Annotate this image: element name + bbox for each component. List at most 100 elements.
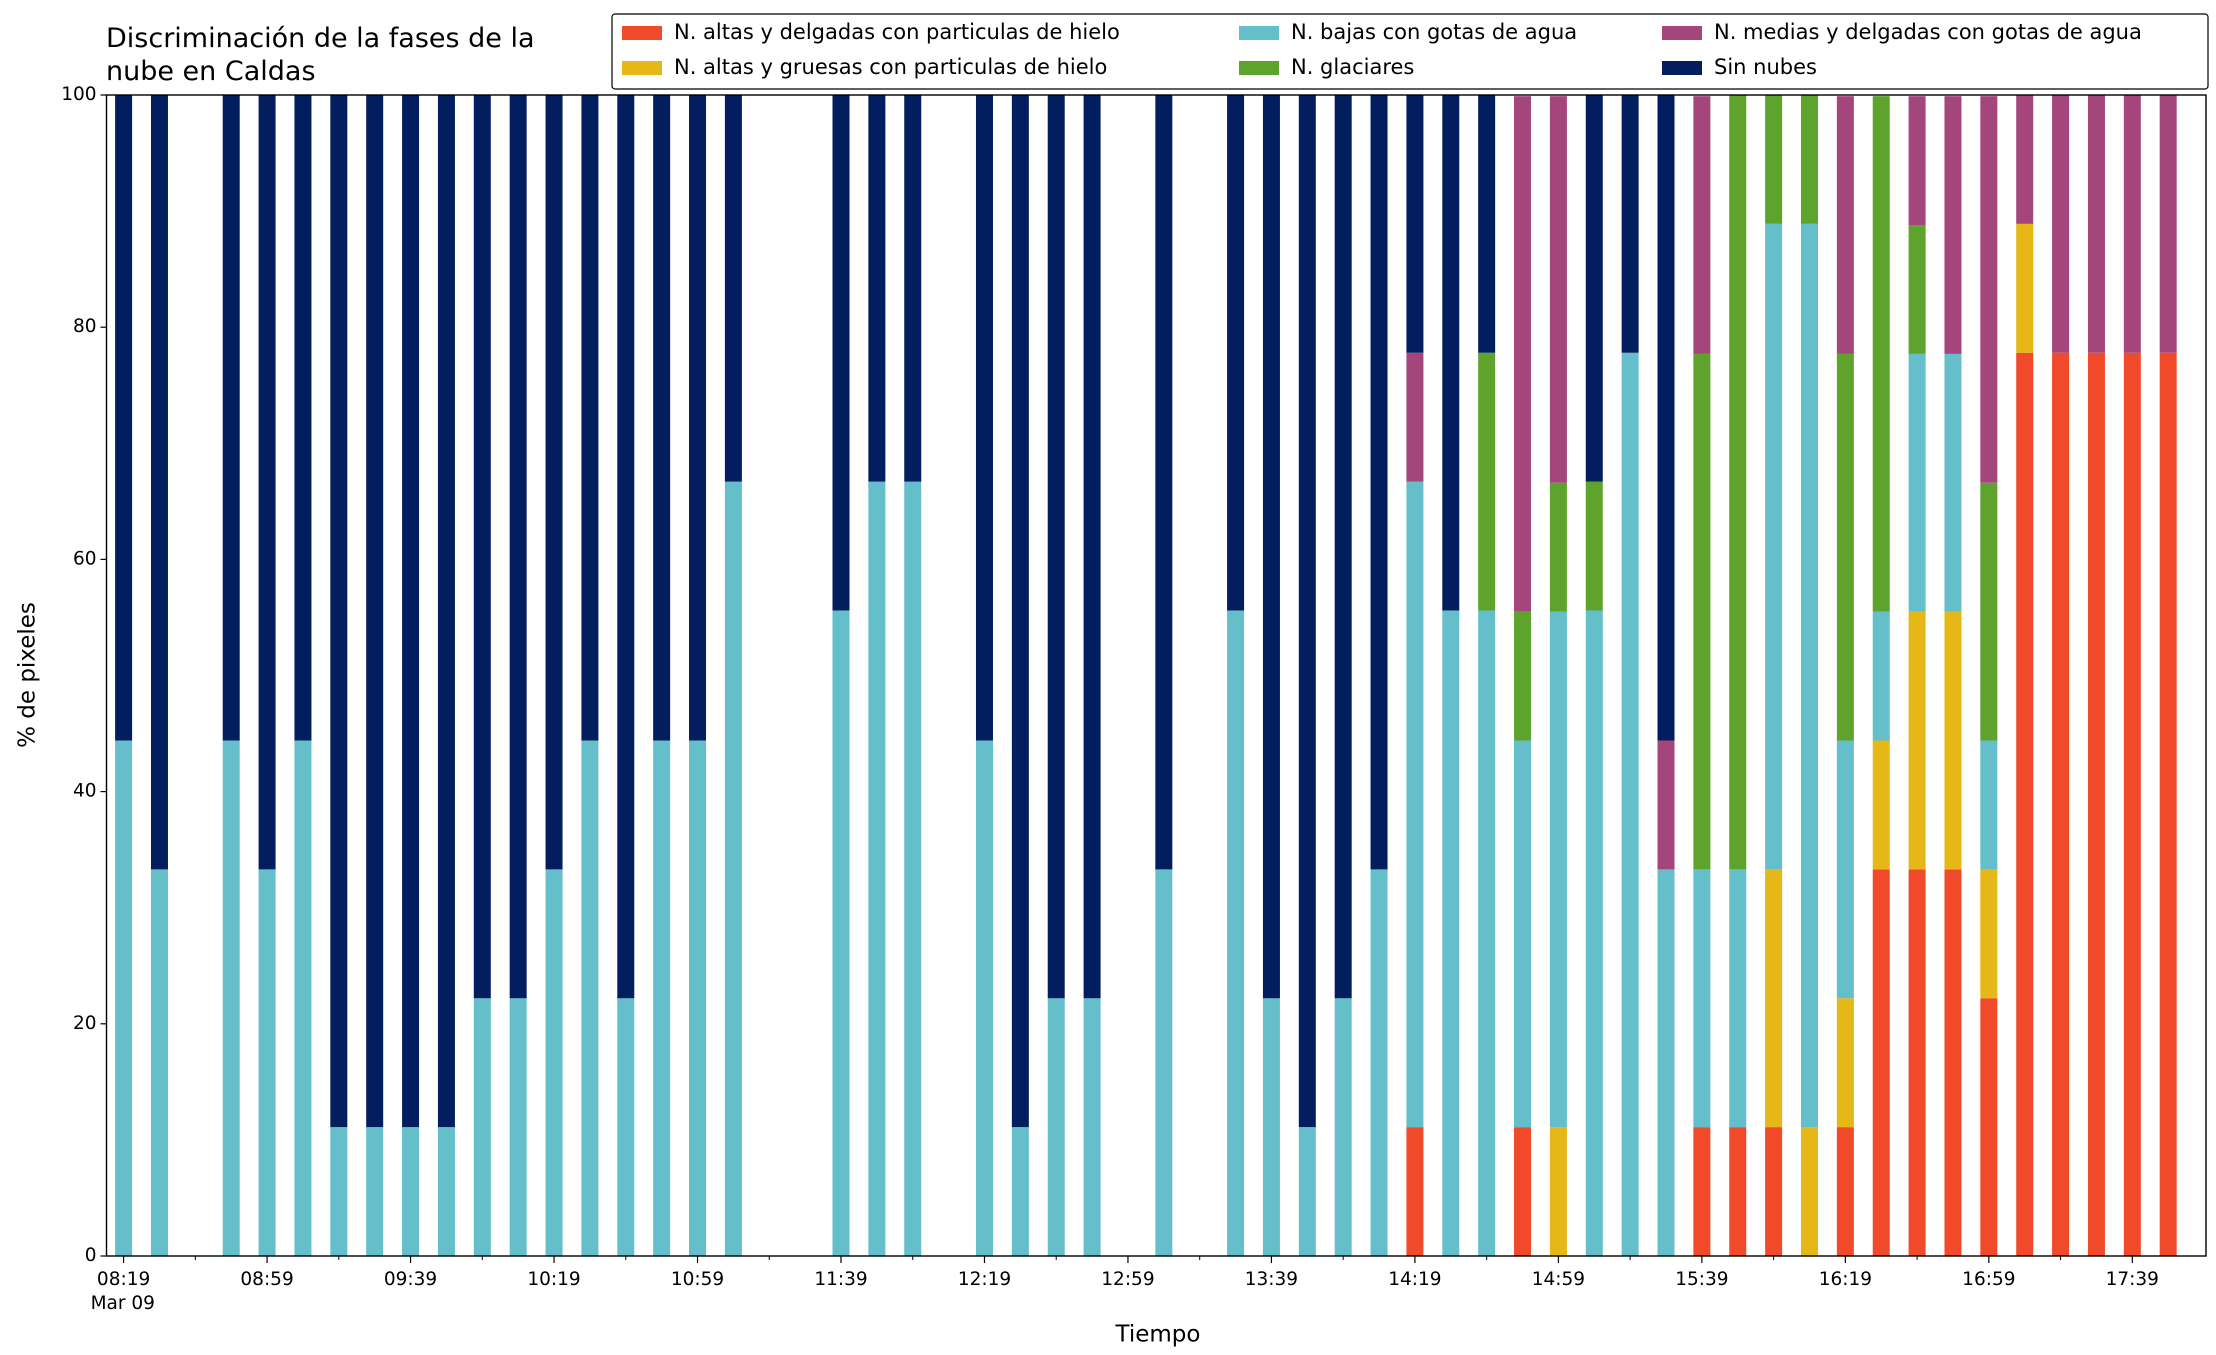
bar-segment: [1944, 353, 1962, 612]
bar-segment: [724, 95, 742, 482]
bar-segment: [294, 95, 312, 741]
bar-segment: [115, 95, 133, 741]
bar-segment: [366, 95, 384, 1128]
x-tick-label: 12:59: [1101, 1269, 1154, 1290]
bar-segment: [2159, 95, 2177, 353]
y-tick-label: 100: [61, 84, 96, 105]
bar-segment: [2159, 352, 2177, 1256]
bar-segment: [1980, 482, 1998, 741]
bar-segment: [1944, 96, 1962, 354]
bar-segment: [222, 95, 240, 741]
bar-segment: [1980, 998, 1998, 1256]
x-tick-label: 14:59: [1532, 1269, 1585, 1290]
bar-segment: [2016, 223, 2034, 353]
bar-segment: [1442, 95, 1460, 611]
bar-segment: [1693, 353, 1711, 870]
bar-segment: [1836, 353, 1854, 741]
bar-segment: [1478, 610, 1496, 1256]
bar-segment: [1514, 611, 1532, 741]
bar-segment: [1765, 1127, 1783, 1256]
bar-segment: [975, 740, 993, 1256]
y-tick-label: 20: [73, 1013, 97, 1034]
bar-segment: [1478, 352, 1496, 611]
legend-swatch: [1239, 26, 1279, 40]
legend-swatch: [1239, 61, 1279, 75]
bar-segment: [1800, 1127, 1818, 1256]
bar-segment: [1083, 95, 1101, 999]
x-tick-label: 16:59: [1962, 1269, 2015, 1290]
bar-segment: [832, 95, 850, 611]
bar-segment: [545, 95, 563, 870]
bar-segment: [2052, 352, 2070, 1256]
bar-segment: [1514, 1127, 1532, 1256]
bar-segment: [1406, 481, 1424, 1128]
plot-frame: [105, 94, 2207, 1257]
bar-segment: [2087, 352, 2105, 1256]
bar-segment: [581, 740, 599, 1256]
bar-segment: [258, 95, 276, 870]
bar-segment: [1442, 610, 1460, 1256]
y-tick-label: 40: [73, 781, 97, 802]
bar-segment: [724, 481, 742, 1256]
bar-segment: [150, 869, 168, 1256]
bar-segment: [1370, 869, 1388, 1256]
x-tick-label: 10:59: [671, 1269, 724, 1290]
bar-segment: [1729, 869, 1747, 1128]
bar-segment: [2087, 95, 2105, 353]
bar-segment: [1657, 95, 1675, 741]
bar-segment: [437, 1127, 455, 1256]
bar-segment: [1585, 610, 1603, 1256]
bar-segment: [581, 95, 599, 741]
bar-segment: [1872, 869, 1890, 1256]
bar-segment: [689, 740, 707, 1256]
bar-segment: [1406, 352, 1424, 482]
bar-segment: [1549, 611, 1567, 1128]
bar-segment: [1800, 95, 1818, 224]
x-tick-label: 09:39: [384, 1269, 437, 1290]
bar-segment: [330, 1127, 348, 1256]
bar-segment: [1908, 96, 1926, 226]
bar-segment: [2016, 95, 2034, 224]
bar-segment: [1406, 1127, 1424, 1256]
bar-segment: [1729, 95, 1747, 870]
bar-segment: [1657, 869, 1675, 1256]
bar-segment: [1908, 611, 1926, 870]
x-tick-label: 15:39: [1675, 1269, 1728, 1290]
x-axis-label: Tiempo: [1115, 1322, 1201, 1348]
bar-segment: [1836, 740, 1854, 999]
bar-segment: [1514, 96, 1532, 612]
bar-segment: [1980, 96, 1998, 483]
bar-segment: [1980, 740, 1998, 870]
bar-segment: [1227, 95, 1245, 611]
legend-label: N. glaciares: [1291, 55, 1414, 79]
bar-segment: [1262, 998, 1280, 1256]
bar-segment: [1083, 998, 1101, 1256]
bar-segment: [868, 95, 886, 482]
y-tick-label: 80: [73, 316, 97, 337]
x-tick-label: 16:19: [1819, 1269, 1872, 1290]
bar-segment: [1406, 95, 1424, 353]
legend-label: N. medias y delgadas con gotas de agua: [1714, 20, 2142, 44]
bar-segment: [1621, 352, 1639, 1256]
bar-segment: [1657, 740, 1675, 870]
bar-segment: [1585, 95, 1603, 482]
x-tick-label: 14:19: [1388, 1269, 1441, 1290]
x-sublabel: Mar 09: [91, 1293, 155, 1314]
bar-segment: [1549, 482, 1567, 612]
bar-segment: [832, 610, 850, 1256]
bar-segment: [1370, 95, 1388, 870]
bar-segment: [1549, 96, 1567, 483]
bar-segment: [1298, 95, 1316, 1128]
legend-swatch: [622, 61, 662, 75]
bar-segment: [1262, 95, 1280, 999]
legend: N. altas y delgadas con particulas de hi…: [611, 13, 2209, 90]
bar-segment: [402, 95, 420, 1128]
bar-segment: [1872, 740, 1890, 870]
bar-segment: [2016, 352, 2034, 1256]
bar-segment: [1980, 869, 1998, 999]
bar-segment: [1047, 998, 1065, 1256]
bar-segment: [258, 869, 276, 1256]
bar-segment: [653, 740, 671, 1256]
x-tick-label: 17:39: [2106, 1269, 2159, 1290]
